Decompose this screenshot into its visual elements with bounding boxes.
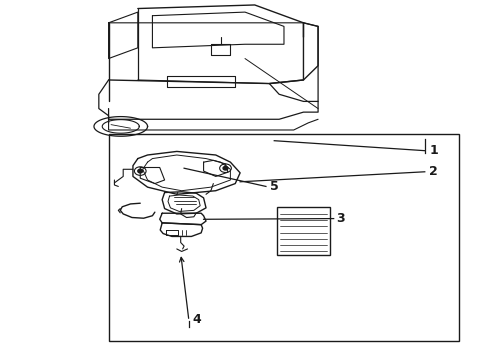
Bar [109,134,460,341]
Bar [277,207,330,255]
Circle shape [138,169,143,173]
Text: 3: 3 [337,212,345,225]
Text: 4: 4 [193,313,201,326]
Circle shape [223,166,228,170]
Text: 2: 2 [429,165,438,177]
Text: 1: 1 [429,144,438,157]
Text: 5: 5 [270,180,279,193]
